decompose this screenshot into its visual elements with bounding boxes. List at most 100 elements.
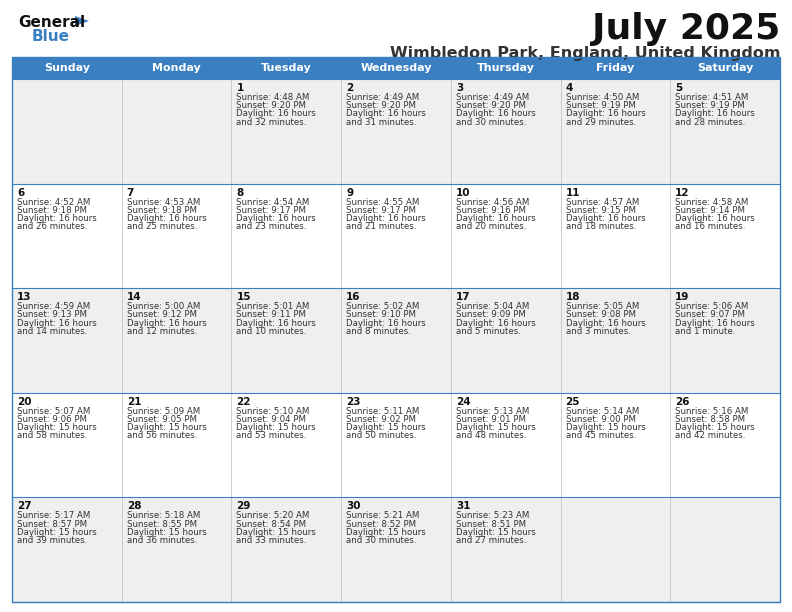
Text: Sunset: 9:00 PM: Sunset: 9:00 PM (565, 415, 635, 424)
Text: Daylight: 16 hours: Daylight: 16 hours (237, 319, 316, 327)
Bar (451, 57, 561, 79)
Text: Daylight: 16 hours: Daylight: 16 hours (17, 214, 97, 223)
Text: 8: 8 (237, 188, 244, 198)
Text: Sunrise: 4:49 AM: Sunrise: 4:49 AM (456, 93, 529, 102)
Text: and 10 minutes.: and 10 minutes. (237, 327, 307, 336)
Bar (561, 393, 670, 498)
Text: July 2025: July 2025 (592, 12, 780, 46)
Bar (341, 57, 451, 79)
Bar (12, 57, 122, 79)
Bar (561, 57, 670, 79)
Bar (12, 184, 122, 288)
Text: Sunset: 9:17 PM: Sunset: 9:17 PM (237, 206, 307, 215)
Text: Daylight: 16 hours: Daylight: 16 hours (346, 319, 426, 327)
Text: Sunset: 8:51 PM: Sunset: 8:51 PM (456, 520, 526, 529)
Text: Daylight: 15 hours: Daylight: 15 hours (346, 424, 426, 432)
Text: 20: 20 (17, 397, 32, 407)
Text: Sunset: 9:17 PM: Sunset: 9:17 PM (346, 206, 416, 215)
Text: and 20 minutes.: and 20 minutes. (456, 222, 526, 231)
Bar (231, 393, 341, 498)
Text: Wednesday: Wednesday (360, 63, 432, 73)
Text: 18: 18 (565, 292, 580, 302)
Text: General: General (18, 15, 85, 30)
Text: and 3 minutes.: and 3 minutes. (565, 327, 630, 336)
Text: Sunrise: 5:02 AM: Sunrise: 5:02 AM (346, 302, 420, 311)
Text: Sunrise: 5:06 AM: Sunrise: 5:06 AM (676, 302, 748, 311)
Text: Sunset: 9:18 PM: Sunset: 9:18 PM (127, 206, 196, 215)
Text: and 18 minutes.: and 18 minutes. (565, 222, 636, 231)
Polygon shape (75, 16, 89, 26)
Text: and 12 minutes.: and 12 minutes. (127, 327, 197, 336)
Text: Sunset: 9:09 PM: Sunset: 9:09 PM (456, 310, 526, 319)
Bar (670, 393, 780, 498)
Text: 26: 26 (676, 397, 690, 407)
Text: Sunset: 9:20 PM: Sunset: 9:20 PM (237, 101, 307, 110)
Bar (670, 57, 780, 79)
Text: Sunset: 9:06 PM: Sunset: 9:06 PM (17, 415, 87, 424)
Text: Daylight: 15 hours: Daylight: 15 hours (237, 424, 316, 432)
Text: 19: 19 (676, 292, 690, 302)
Bar (451, 498, 561, 602)
Text: Sunset: 9:15 PM: Sunset: 9:15 PM (565, 206, 635, 215)
Text: Daylight: 15 hours: Daylight: 15 hours (127, 528, 207, 537)
Text: and 8 minutes.: and 8 minutes. (346, 327, 411, 336)
Text: Sunrise: 4:51 AM: Sunrise: 4:51 AM (676, 93, 748, 102)
Text: Sunrise: 5:14 AM: Sunrise: 5:14 AM (565, 407, 639, 416)
Text: Sunrise: 5:07 AM: Sunrise: 5:07 AM (17, 407, 90, 416)
Bar (122, 79, 231, 184)
Text: and 58 minutes.: and 58 minutes. (17, 431, 87, 441)
Bar (12, 79, 122, 184)
Bar (12, 57, 780, 602)
Text: and 32 minutes.: and 32 minutes. (237, 118, 307, 127)
Text: Sunset: 8:55 PM: Sunset: 8:55 PM (127, 520, 197, 529)
Bar (451, 184, 561, 288)
Text: Sunset: 9:01 PM: Sunset: 9:01 PM (456, 415, 526, 424)
Bar (451, 79, 561, 184)
Bar (12, 288, 122, 393)
Text: and 21 minutes.: and 21 minutes. (346, 222, 417, 231)
Bar (341, 79, 451, 184)
Text: Sunrise: 5:16 AM: Sunrise: 5:16 AM (676, 407, 748, 416)
Text: and 45 minutes.: and 45 minutes. (565, 431, 636, 441)
Bar (231, 57, 341, 79)
Text: Sunset: 8:58 PM: Sunset: 8:58 PM (676, 415, 745, 424)
Text: and 25 minutes.: and 25 minutes. (127, 222, 197, 231)
Text: Daylight: 16 hours: Daylight: 16 hours (346, 214, 426, 223)
Text: 4: 4 (565, 83, 573, 93)
Text: Sunrise: 4:59 AM: Sunrise: 4:59 AM (17, 302, 90, 311)
Text: 25: 25 (565, 397, 580, 407)
Text: 17: 17 (456, 292, 470, 302)
Text: Sunset: 9:20 PM: Sunset: 9:20 PM (346, 101, 416, 110)
Text: Daylight: 15 hours: Daylight: 15 hours (565, 424, 645, 432)
Text: 24: 24 (456, 397, 470, 407)
Text: and 39 minutes.: and 39 minutes. (17, 536, 87, 545)
Bar (231, 79, 341, 184)
Text: Sunset: 9:07 PM: Sunset: 9:07 PM (676, 310, 745, 319)
Text: and 5 minutes.: and 5 minutes. (456, 327, 520, 336)
Text: and 48 minutes.: and 48 minutes. (456, 431, 526, 441)
Text: Daylight: 16 hours: Daylight: 16 hours (127, 319, 207, 327)
Bar (561, 184, 670, 288)
Bar (341, 184, 451, 288)
Text: 23: 23 (346, 397, 360, 407)
Text: Sunrise: 5:01 AM: Sunrise: 5:01 AM (237, 302, 310, 311)
Text: Sunset: 9:13 PM: Sunset: 9:13 PM (17, 310, 87, 319)
Text: Sunset: 9:16 PM: Sunset: 9:16 PM (456, 206, 526, 215)
Bar (670, 79, 780, 184)
Bar (670, 498, 780, 602)
Text: Saturday: Saturday (697, 63, 753, 73)
Text: Sunset: 8:57 PM: Sunset: 8:57 PM (17, 520, 87, 529)
Text: 6: 6 (17, 188, 25, 198)
Text: Sunset: 9:05 PM: Sunset: 9:05 PM (127, 415, 196, 424)
Text: Daylight: 16 hours: Daylight: 16 hours (17, 319, 97, 327)
Text: Daylight: 16 hours: Daylight: 16 hours (456, 214, 535, 223)
Text: Sunset: 9:12 PM: Sunset: 9:12 PM (127, 310, 196, 319)
Text: and 27 minutes.: and 27 minutes. (456, 536, 526, 545)
Text: Daylight: 15 hours: Daylight: 15 hours (237, 528, 316, 537)
Text: 29: 29 (237, 501, 251, 512)
Text: and 53 minutes.: and 53 minutes. (237, 431, 307, 441)
Text: 13: 13 (17, 292, 32, 302)
Text: 21: 21 (127, 397, 141, 407)
Bar (231, 288, 341, 393)
Text: Sunrise: 4:52 AM: Sunrise: 4:52 AM (17, 198, 90, 207)
